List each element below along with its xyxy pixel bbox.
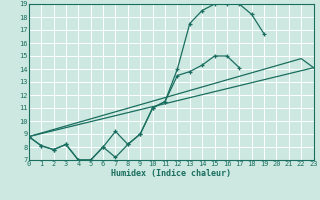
X-axis label: Humidex (Indice chaleur): Humidex (Indice chaleur): [111, 169, 231, 178]
